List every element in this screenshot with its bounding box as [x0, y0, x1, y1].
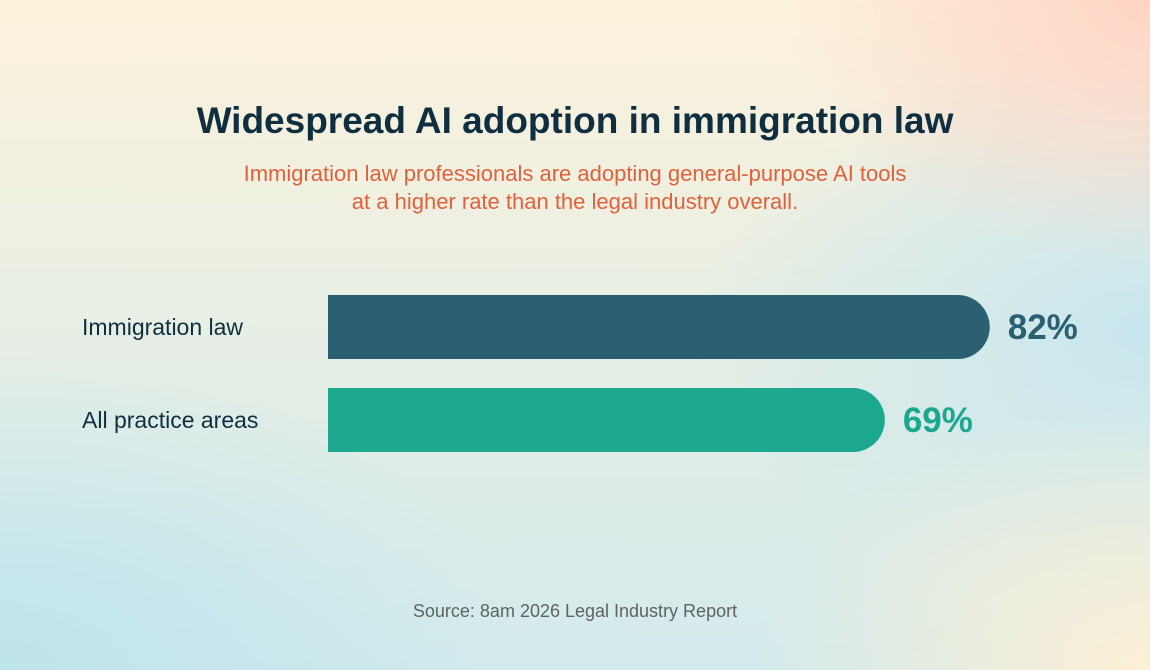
subtitle-line-2: at a higher rate than the legal industry… — [351, 189, 799, 214]
bar — [328, 295, 990, 359]
source-note: Source: 8am 2026 Legal Industry Report — [412, 601, 738, 621]
bar — [328, 388, 885, 452]
chart-subtitle: Immigration law professionals are adopti… — [0, 160, 1150, 216]
category-label: All practice areas — [82, 407, 258, 433]
value-label: 82% — [1008, 308, 1078, 347]
category-label: Immigration law — [82, 314, 243, 340]
chart-title: Widespread AI adoption in immigration la… — [196, 100, 954, 141]
value-label: 69% — [903, 401, 973, 440]
subtitle-line-1: Immigration law professionals are adopti… — [243, 161, 907, 186]
